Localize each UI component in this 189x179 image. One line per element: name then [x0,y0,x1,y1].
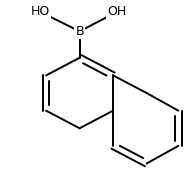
Text: B: B [75,25,84,38]
Text: OH: OH [107,6,126,18]
Text: HO: HO [31,6,50,18]
